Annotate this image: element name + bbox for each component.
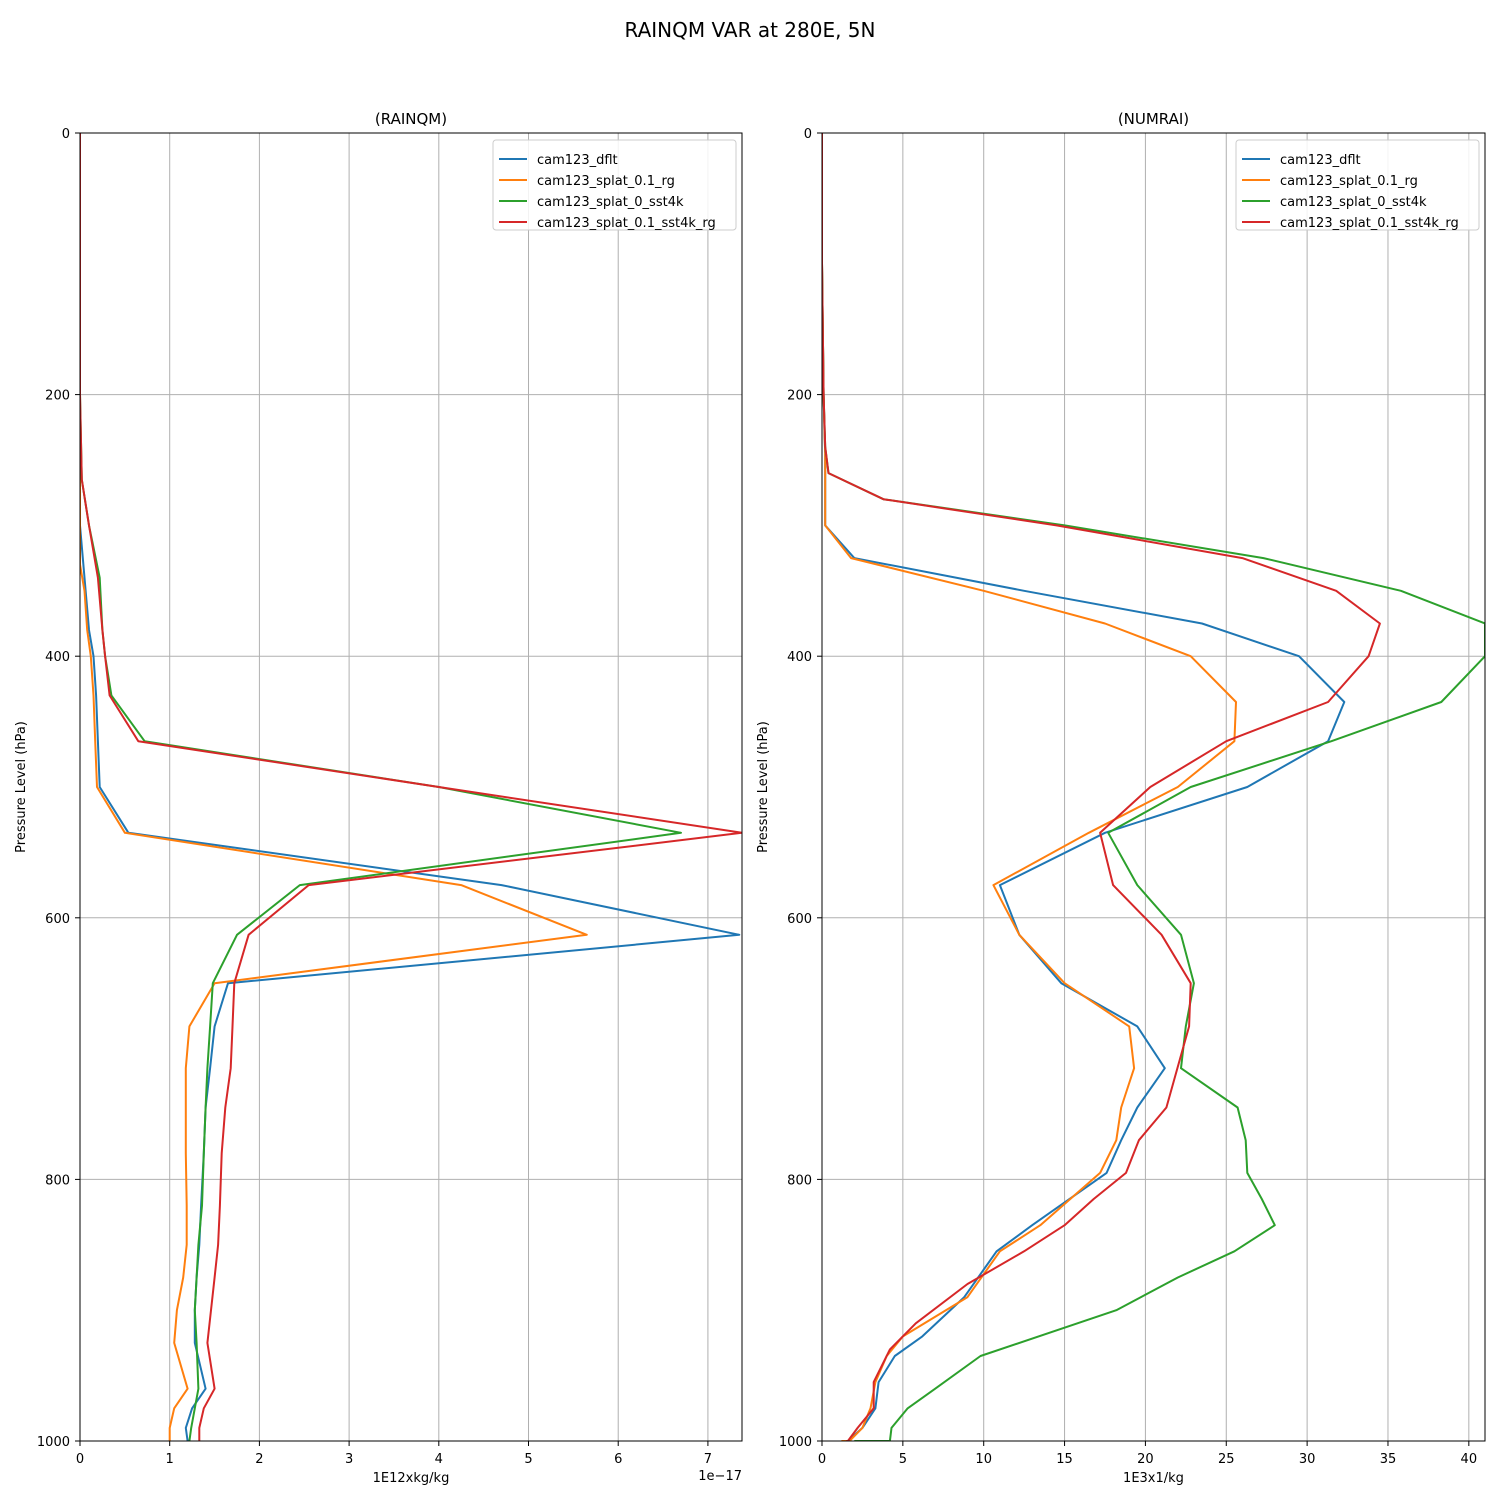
numrai-xtick-label: 20 bbox=[1137, 1452, 1154, 1467]
rainqm-ytick-label: 1000 bbox=[37, 1435, 70, 1450]
rainqm-ytick-label: 800 bbox=[45, 1173, 70, 1188]
rainqm-xtick-label: 2 bbox=[255, 1452, 263, 1467]
rainqm-xtick-label: 4 bbox=[435, 1452, 443, 1467]
numrai-ytick-label: 0 bbox=[804, 127, 812, 142]
rainqm-offset-label: 1e−17 bbox=[698, 1469, 742, 1484]
numrai-ytick-label: 600 bbox=[787, 912, 812, 927]
rainqm-xtick-label: 5 bbox=[524, 1452, 532, 1467]
rainqm-legend-label: cam123_splat_0.1_sst4k_rg bbox=[537, 216, 716, 231]
numrai-legend-label: cam123_dflt bbox=[1280, 153, 1361, 168]
figure-suptitle: RAINQM VAR at 280E, 5N bbox=[625, 18, 876, 42]
rainqm-panel: 0 1 2 3 4 5 6 7 0 200 400 600 800 1000 (RAINQM) 1E12x… bbox=[14, 110, 743, 1486]
numrai-xlabel: 1E3x1/kg bbox=[1123, 1471, 1184, 1486]
numrai-series-line-cam123_splat_0.1_rg bbox=[822, 133, 1237, 1441]
rainqm-ytick-label: 600 bbox=[45, 912, 70, 927]
rainqm-series bbox=[80, 133, 742, 1441]
rainqm-legend: cam123_dflt cam123_splat_0.1_rg cam123_spl… bbox=[492, 139, 737, 231]
numrai-legend-label: cam123_splat_0.1_sst4k_rg bbox=[1280, 216, 1459, 231]
rainqm-ytick-label: 0 bbox=[62, 127, 70, 142]
numrai-xtick-label: 5 bbox=[899, 1452, 907, 1467]
rainqm-xtick-label: 6 bbox=[614, 1452, 622, 1467]
rainqm-ytick-label: 400 bbox=[45, 650, 70, 665]
numrai-axes-frame bbox=[821, 132, 1486, 1442]
numrai-title: (NUMRAI) bbox=[1118, 110, 1189, 128]
rainqm-xlabel: 1E12xkg/kg bbox=[373, 1471, 450, 1486]
rainqm-xtick-label: 7 bbox=[704, 1452, 712, 1467]
rainqm-ticks: 0 1 2 3 4 5 6 7 0 200 400 600 800 1000 bbox=[37, 127, 712, 1467]
rainqm-title: (RAINQM) bbox=[375, 110, 447, 128]
numrai-ylabel: Pressure Level (hPa) bbox=[756, 721, 771, 853]
rainqm-ytick-label: 200 bbox=[45, 389, 70, 404]
numrai-xtick-label: 10 bbox=[975, 1452, 992, 1467]
rainqm-xtick-label: 3 bbox=[345, 1452, 353, 1467]
numrai-xtick-label: 0 bbox=[818, 1452, 826, 1467]
numrai-xtick-label: 30 bbox=[1299, 1452, 1316, 1467]
numrai-xtick-label: 25 bbox=[1218, 1452, 1235, 1467]
rainqm-legend-label: cam123_splat_0.1_rg bbox=[537, 174, 675, 189]
rainqm-legend-label: cam123_splat_0_sst4k bbox=[537, 195, 684, 210]
numrai-xtick-label: 40 bbox=[1461, 1452, 1478, 1467]
rainqm-legend-box bbox=[492, 139, 737, 231]
numrai-xtick-label: 15 bbox=[1056, 1452, 1073, 1467]
rainqm-xtick-label: 1 bbox=[166, 1452, 174, 1467]
rainqm-series-line-cam123_splat_0.1_sst4k_rg bbox=[80, 133, 742, 1441]
numrai-legend-label: cam123_splat_0.1_rg bbox=[1280, 174, 1418, 189]
numrai-xtick-label: 35 bbox=[1380, 1452, 1397, 1467]
numrai-series bbox=[822, 133, 1485, 1441]
rainqm-legend-label: cam123_dflt bbox=[537, 153, 618, 168]
numrai-legend-box bbox=[1235, 139, 1480, 231]
numrai-legend-label: cam123_splat_0_sst4k bbox=[1280, 195, 1427, 210]
rainqm-xtick-label: 0 bbox=[76, 1452, 84, 1467]
numrai-legend: cam123_dflt cam123_splat_0.1_rg cam123_spl… bbox=[1235, 139, 1480, 231]
rainqm-ylabel: Pressure Level (hPa) bbox=[14, 721, 29, 853]
numrai-series-line-cam123_splat_0.1_sst4k_rg bbox=[822, 133, 1381, 1441]
numrai-ytick-label: 800 bbox=[787, 1173, 812, 1188]
rainqm-axes-frame bbox=[79, 132, 743, 1442]
rainqm-series-line-cam123_splat_0.1_rg bbox=[80, 133, 588, 1441]
numrai-ytick-label: 200 bbox=[787, 389, 812, 404]
numrai-ytick-label: 1000 bbox=[779, 1435, 812, 1450]
numrai-ytick-label: 400 bbox=[787, 650, 812, 665]
